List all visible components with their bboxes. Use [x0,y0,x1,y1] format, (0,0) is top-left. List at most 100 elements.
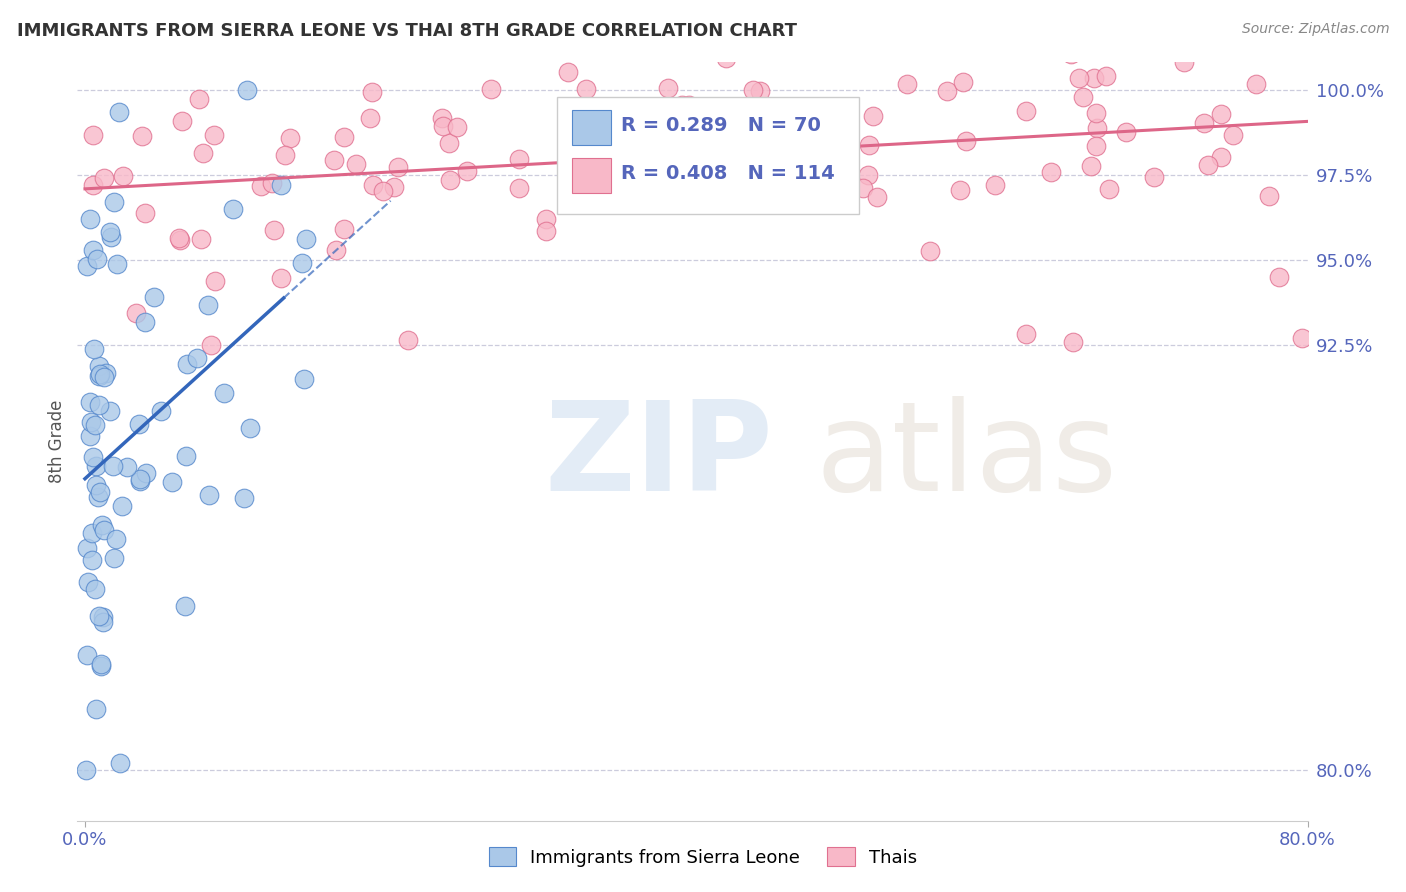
Point [89,484,111,499]
Point [273,148,295,162]
Point [359,111,381,125]
Point [671,98,693,112]
Point [717,193,740,207]
Point [716,133,738,147]
Point [128,417,150,431]
Point [693,113,716,128]
Point [90,659,112,673]
Point [200,337,222,351]
Point [918,244,941,258]
Point [856,169,879,183]
Point [866,190,889,204]
Point [101,458,124,473]
Point [1053,21,1076,36]
Point [91,615,114,629]
Point [188,92,211,106]
Point [84,418,107,433]
Text: atlas: atlas [815,396,1118,517]
Point [162,475,184,490]
FancyBboxPatch shape [572,111,612,145]
Point [1143,169,1166,184]
Point [82,244,104,258]
Point [344,157,367,171]
Point [432,111,454,125]
Point [1083,71,1105,86]
Point [1173,54,1195,69]
Point [1094,69,1116,83]
Point [87,359,110,373]
Point [82,128,104,143]
Point [236,82,259,96]
Point [84,702,107,716]
Point [1291,331,1313,345]
Point [1115,125,1137,139]
Point [204,274,226,288]
Point [1209,106,1232,120]
FancyBboxPatch shape [557,96,859,214]
Point [295,232,318,246]
Point [169,233,191,247]
Point [98,404,121,418]
Point [396,333,419,347]
Point [432,120,454,134]
Point [741,83,763,97]
Point [1015,103,1038,118]
Point [824,136,846,151]
Point [167,231,190,245]
Point [1062,335,1084,350]
Point [198,488,221,502]
Point [100,229,122,244]
Point [87,490,110,504]
Point [250,179,273,194]
Point [955,135,977,149]
Point [922,0,945,12]
Point [193,145,215,160]
Point [371,184,394,198]
Point [129,472,152,486]
Point [557,64,579,78]
Point [76,648,98,662]
Point [984,178,1007,192]
Point [603,129,626,144]
Point [745,153,768,167]
Point [197,298,219,312]
FancyBboxPatch shape [572,158,612,193]
Point [508,181,530,195]
Point [82,553,104,567]
Point [862,109,884,123]
Point [93,523,115,537]
Point [270,178,292,193]
Point [90,657,112,671]
Point [949,183,972,197]
Point [134,315,156,329]
Point [291,255,314,269]
Point [89,367,111,381]
Point [80,415,103,429]
Point [1268,270,1291,285]
Point [83,342,105,356]
Point [536,224,558,238]
Point [333,222,356,236]
Point [82,450,104,464]
Point [212,386,235,401]
Point [89,368,111,383]
Point [105,257,128,271]
Point [93,171,115,186]
Point [654,103,676,118]
Point [1098,182,1121,196]
Point [749,84,772,98]
Point [1209,149,1232,163]
Point [387,160,409,174]
Point [1069,70,1091,85]
Point [93,369,115,384]
Point [76,259,98,273]
Point [125,306,148,320]
Point [1080,159,1102,173]
Point [170,114,193,128]
Point [107,104,129,119]
Point [142,290,165,304]
Point [648,113,671,128]
Point [765,156,787,170]
Point [82,526,104,541]
Point [79,212,101,227]
